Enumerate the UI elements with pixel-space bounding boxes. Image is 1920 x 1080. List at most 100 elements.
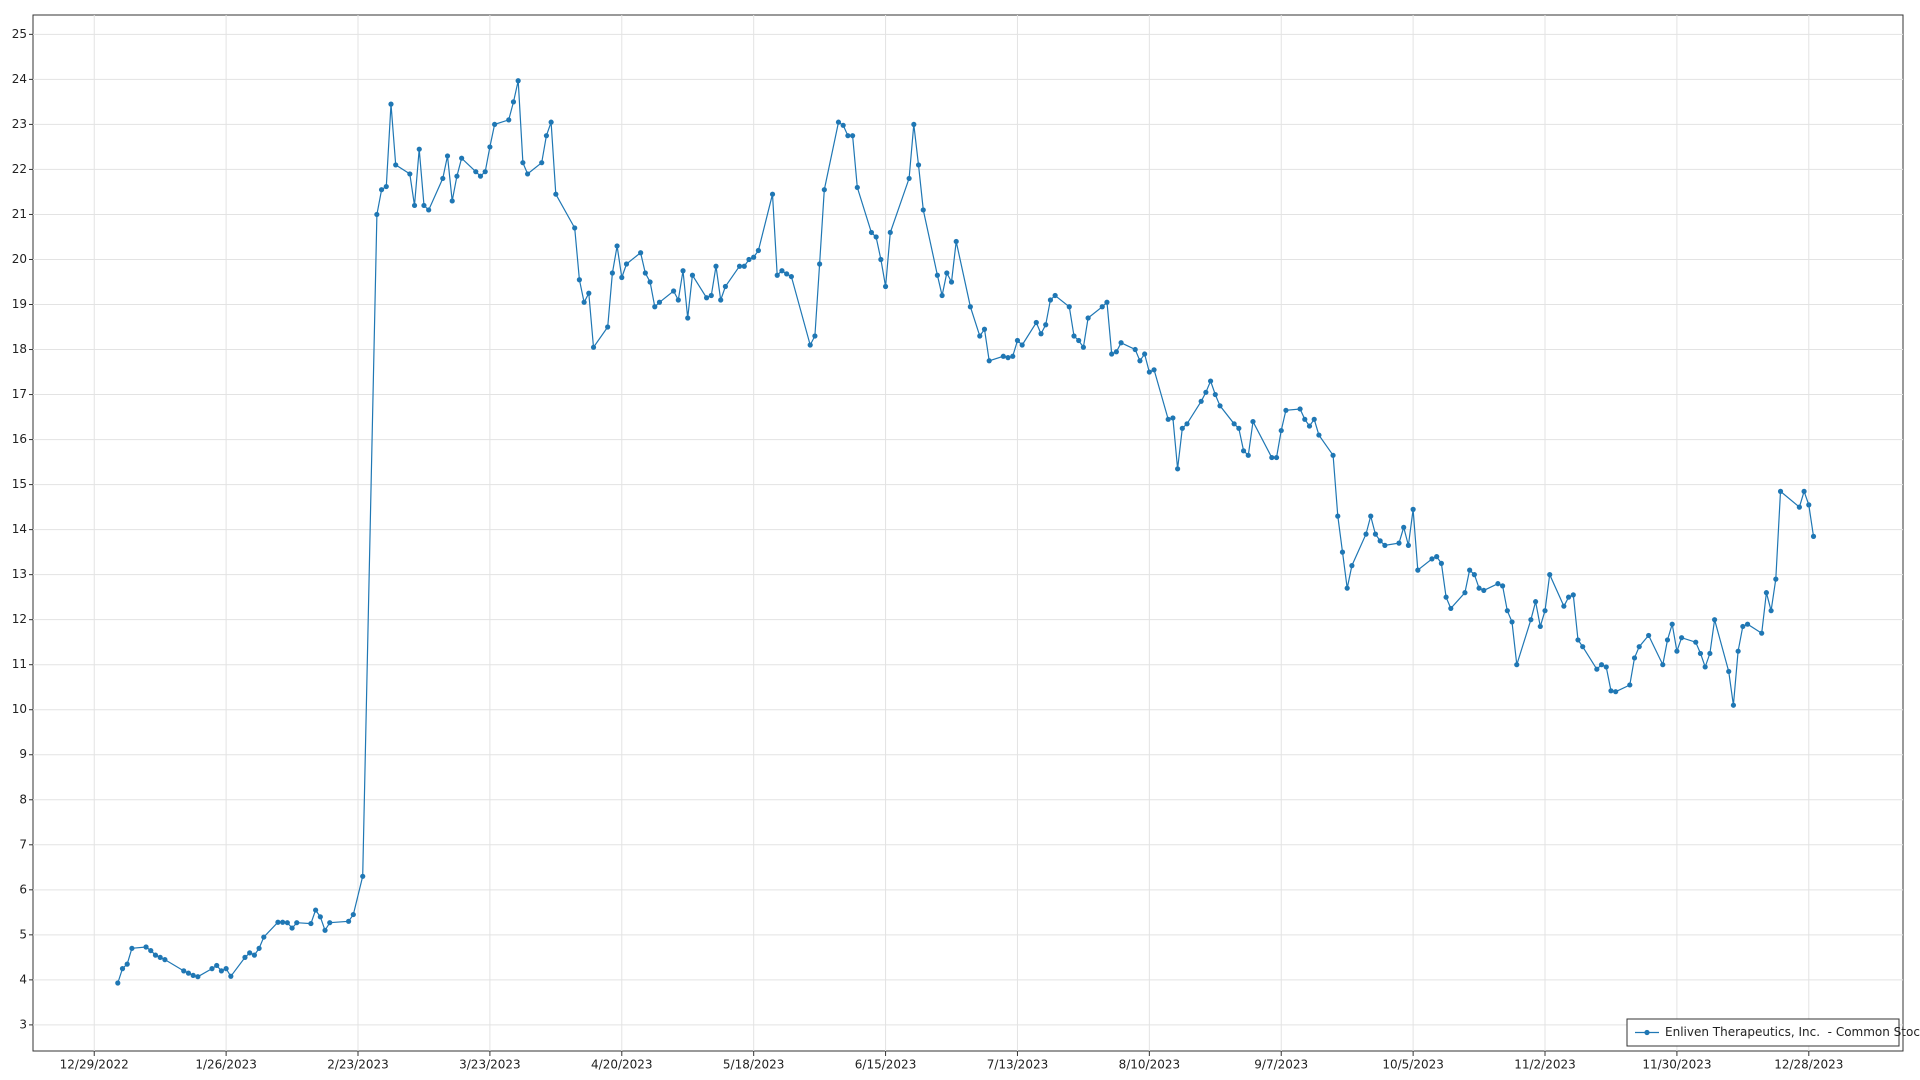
data-point <box>1278 427 1284 434</box>
data-point <box>416 146 422 152</box>
data-point <box>214 962 220 969</box>
data-point <box>1269 454 1275 461</box>
data-point <box>1537 623 1543 630</box>
data-point <box>1377 538 1383 544</box>
data-point <box>374 211 380 218</box>
data-point <box>948 279 955 285</box>
data-point <box>680 268 686 274</box>
data-point <box>487 144 493 150</box>
data-point <box>185 970 192 976</box>
data-point <box>746 256 752 263</box>
data-point <box>1368 513 1374 519</box>
data-point <box>1448 605 1454 612</box>
data-point <box>492 121 498 128</box>
x-tick-label: 12/29/2022 <box>60 1058 129 1072</box>
data-point <box>1245 452 1251 458</box>
data-point <box>788 273 794 280</box>
data-point <box>360 873 366 879</box>
data-point <box>1137 358 1143 364</box>
data-point <box>539 160 545 166</box>
data-point <box>1071 333 1077 339</box>
legend-label: Enliven Therapeutics, Inc. - Common Stoc… <box>1665 1025 1920 1039</box>
data-point <box>576 277 582 283</box>
data-point <box>1207 378 1214 384</box>
data-point <box>449 198 455 204</box>
data-point <box>506 117 512 123</box>
data-point <box>1707 650 1713 657</box>
data-point <box>1010 353 1016 359</box>
data-point <box>157 954 163 960</box>
data-point <box>350 911 356 918</box>
data-point <box>1151 367 1157 373</box>
y-tick-label: 25 <box>12 27 27 41</box>
data-point <box>1636 644 1642 650</box>
data-point <box>944 270 950 276</box>
data-point <box>1777 488 1784 494</box>
data-point <box>242 954 248 960</box>
data-point <box>774 272 780 278</box>
y-tick-label: 11 <box>12 657 27 671</box>
data-point <box>1043 322 1049 328</box>
data-point <box>835 119 842 125</box>
data-point <box>195 974 201 980</box>
data-point <box>1236 425 1242 431</box>
data-point <box>1744 621 1751 627</box>
data-point <box>119 966 126 972</box>
data-point <box>393 162 399 168</box>
data-point <box>887 229 893 236</box>
y-tick-label: 8 <box>19 792 27 806</box>
data-point <box>1330 452 1336 458</box>
legend-box <box>1626 1018 1900 1047</box>
data-point <box>1759 630 1765 636</box>
data-point <box>510 99 517 105</box>
data-point <box>1674 648 1680 654</box>
data-point <box>849 133 856 139</box>
data-point <box>1806 502 1812 508</box>
y-tick-label: 15 <box>12 477 27 491</box>
data-point <box>1532 599 1539 605</box>
data-point <box>1476 585 1482 591</box>
data-point <box>939 292 945 299</box>
data-point <box>129 945 135 951</box>
data-point <box>1801 488 1807 494</box>
data-point <box>1113 349 1119 355</box>
data-point <box>1019 342 1025 348</box>
data-point <box>1344 585 1350 591</box>
x-tick-label: 11/2/2023 <box>1514 1058 1576 1072</box>
data-point <box>1005 355 1011 361</box>
data-point <box>473 169 479 175</box>
data-point <box>821 187 827 193</box>
data-point <box>605 324 611 330</box>
data-point <box>1250 418 1256 425</box>
data-point <box>614 243 620 249</box>
data-point <box>1608 688 1614 694</box>
data-point <box>1613 689 1619 695</box>
data-point <box>1726 668 1732 675</box>
data-point <box>322 927 328 933</box>
x-tick-label: 3/23/2023 <box>459 1058 521 1072</box>
data-point <box>868 229 875 236</box>
x-tick-label: 5/18/2023 <box>723 1058 785 1072</box>
data-point <box>1646 632 1652 639</box>
y-tick-label: 10 <box>12 702 27 716</box>
data-point <box>1730 702 1737 708</box>
data-point <box>378 187 385 193</box>
data-point <box>247 950 253 956</box>
data-point <box>1085 315 1091 321</box>
data-point <box>1796 504 1802 510</box>
data-point <box>638 250 644 256</box>
data-point <box>1104 299 1110 305</box>
data-point <box>256 945 262 951</box>
data-point <box>1142 351 1148 357</box>
data-point <box>986 358 992 364</box>
data-point <box>1184 421 1190 427</box>
data-point <box>1203 389 1209 395</box>
y-tick-label: 23 <box>12 117 27 131</box>
y-tick-label: 7 <box>19 837 27 851</box>
data-point <box>317 914 323 920</box>
data-point <box>751 254 757 260</box>
data-point <box>520 160 526 166</box>
data-point <box>953 238 959 245</box>
data-point <box>623 261 630 267</box>
